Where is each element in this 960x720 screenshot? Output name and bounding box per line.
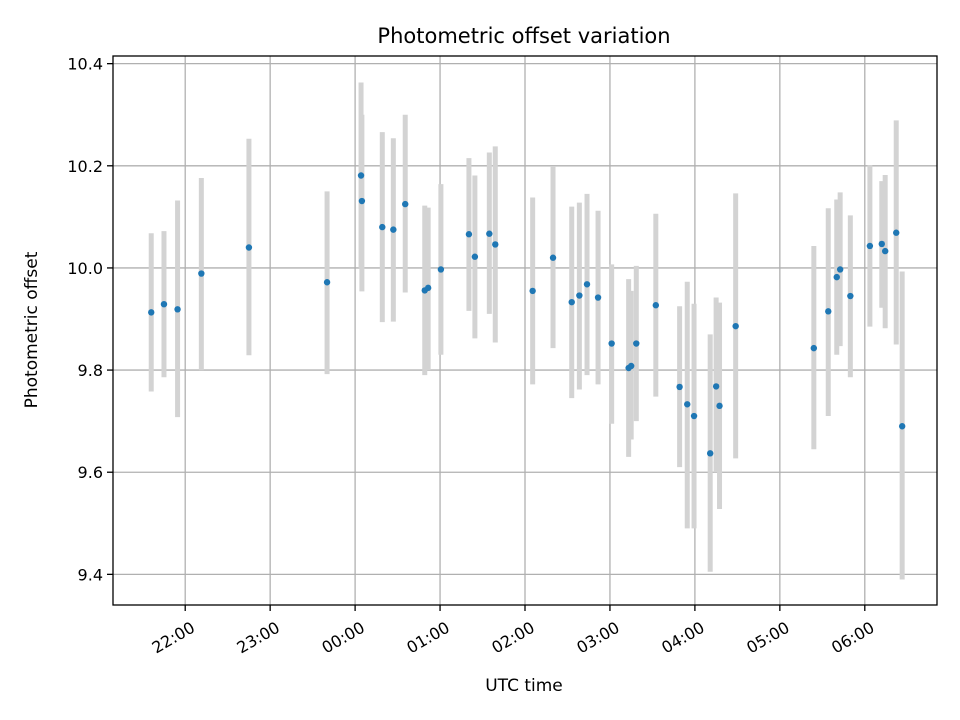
x-tick-label: 02:00 [488, 618, 537, 658]
data-point [174, 306, 181, 313]
data-point [866, 242, 874, 250]
data-point [608, 340, 615, 347]
data-point [706, 450, 714, 457]
data-point [529, 287, 536, 295]
data-point [576, 292, 583, 299]
x-tick-label: 01:00 [403, 618, 452, 658]
y-axis-ticks: 9.4 9.6 9.8 10.0 10.2 10.4 [67, 55, 113, 584]
data-point [878, 240, 885, 248]
data-point [437, 266, 445, 273]
data-point [825, 308, 832, 315]
data-point [893, 229, 900, 236]
data-point [357, 172, 365, 179]
y-tick-label: 10.4 [67, 55, 103, 74]
data-point [898, 423, 906, 430]
x-tick-label: 23:00 [234, 618, 283, 658]
x-tick-label: 05:00 [743, 618, 792, 658]
x-axis-label: UTC time [485, 676, 563, 696]
data-point [568, 298, 575, 306]
data-point [323, 279, 331, 286]
x-tick-label: 22:00 [149, 618, 198, 658]
data-point [881, 247, 889, 255]
y-tick-label: 9.8 [78, 361, 103, 380]
y-tick-label: 10.0 [67, 259, 103, 278]
y-tick-label: 10.2 [67, 157, 103, 176]
x-axis-ticks: 22:00 23:00 00:00 01:00 02:00 03:00 04:00 05:00… [149, 605, 878, 657]
y-tick-label: 9.6 [78, 463, 103, 482]
data-point [492, 241, 499, 248]
data-point [402, 200, 409, 208]
data-point [676, 383, 683, 391]
data-point [633, 340, 640, 347]
x-tick-label: 03:00 [573, 618, 622, 658]
data-point [690, 412, 698, 420]
data-point [390, 226, 397, 233]
x-tick-label: 00:00 [318, 618, 367, 658]
data-point [716, 402, 723, 410]
error-bars [148, 82, 905, 580]
data-point [594, 294, 602, 301]
data-point [198, 270, 205, 277]
data-point [810, 344, 818, 352]
data-point [684, 401, 691, 408]
x-tick-label: 04:00 [658, 618, 707, 658]
data-point [732, 322, 739, 330]
data-point [652, 302, 660, 309]
data-points [148, 172, 906, 457]
data-point [148, 309, 155, 316]
data-point [379, 223, 386, 231]
x-tick-label: 06:00 [828, 618, 877, 658]
chart-title: Photometric offset variation [377, 24, 670, 48]
data-point [465, 231, 473, 238]
data-point [471, 253, 479, 260]
y-axis-label: Photometric offset [22, 251, 42, 408]
data-point [712, 383, 720, 390]
data-point [424, 284, 432, 292]
data-point [833, 273, 840, 281]
y-tick-label: 9.4 [78, 565, 103, 584]
data-point [847, 292, 854, 300]
data-point [627, 362, 635, 370]
data-point [245, 244, 253, 251]
data-point [358, 197, 366, 205]
data-point [583, 281, 591, 288]
data-point [160, 300, 168, 308]
data-point [486, 230, 493, 237]
data-point [836, 266, 844, 273]
data-point [549, 254, 557, 261]
